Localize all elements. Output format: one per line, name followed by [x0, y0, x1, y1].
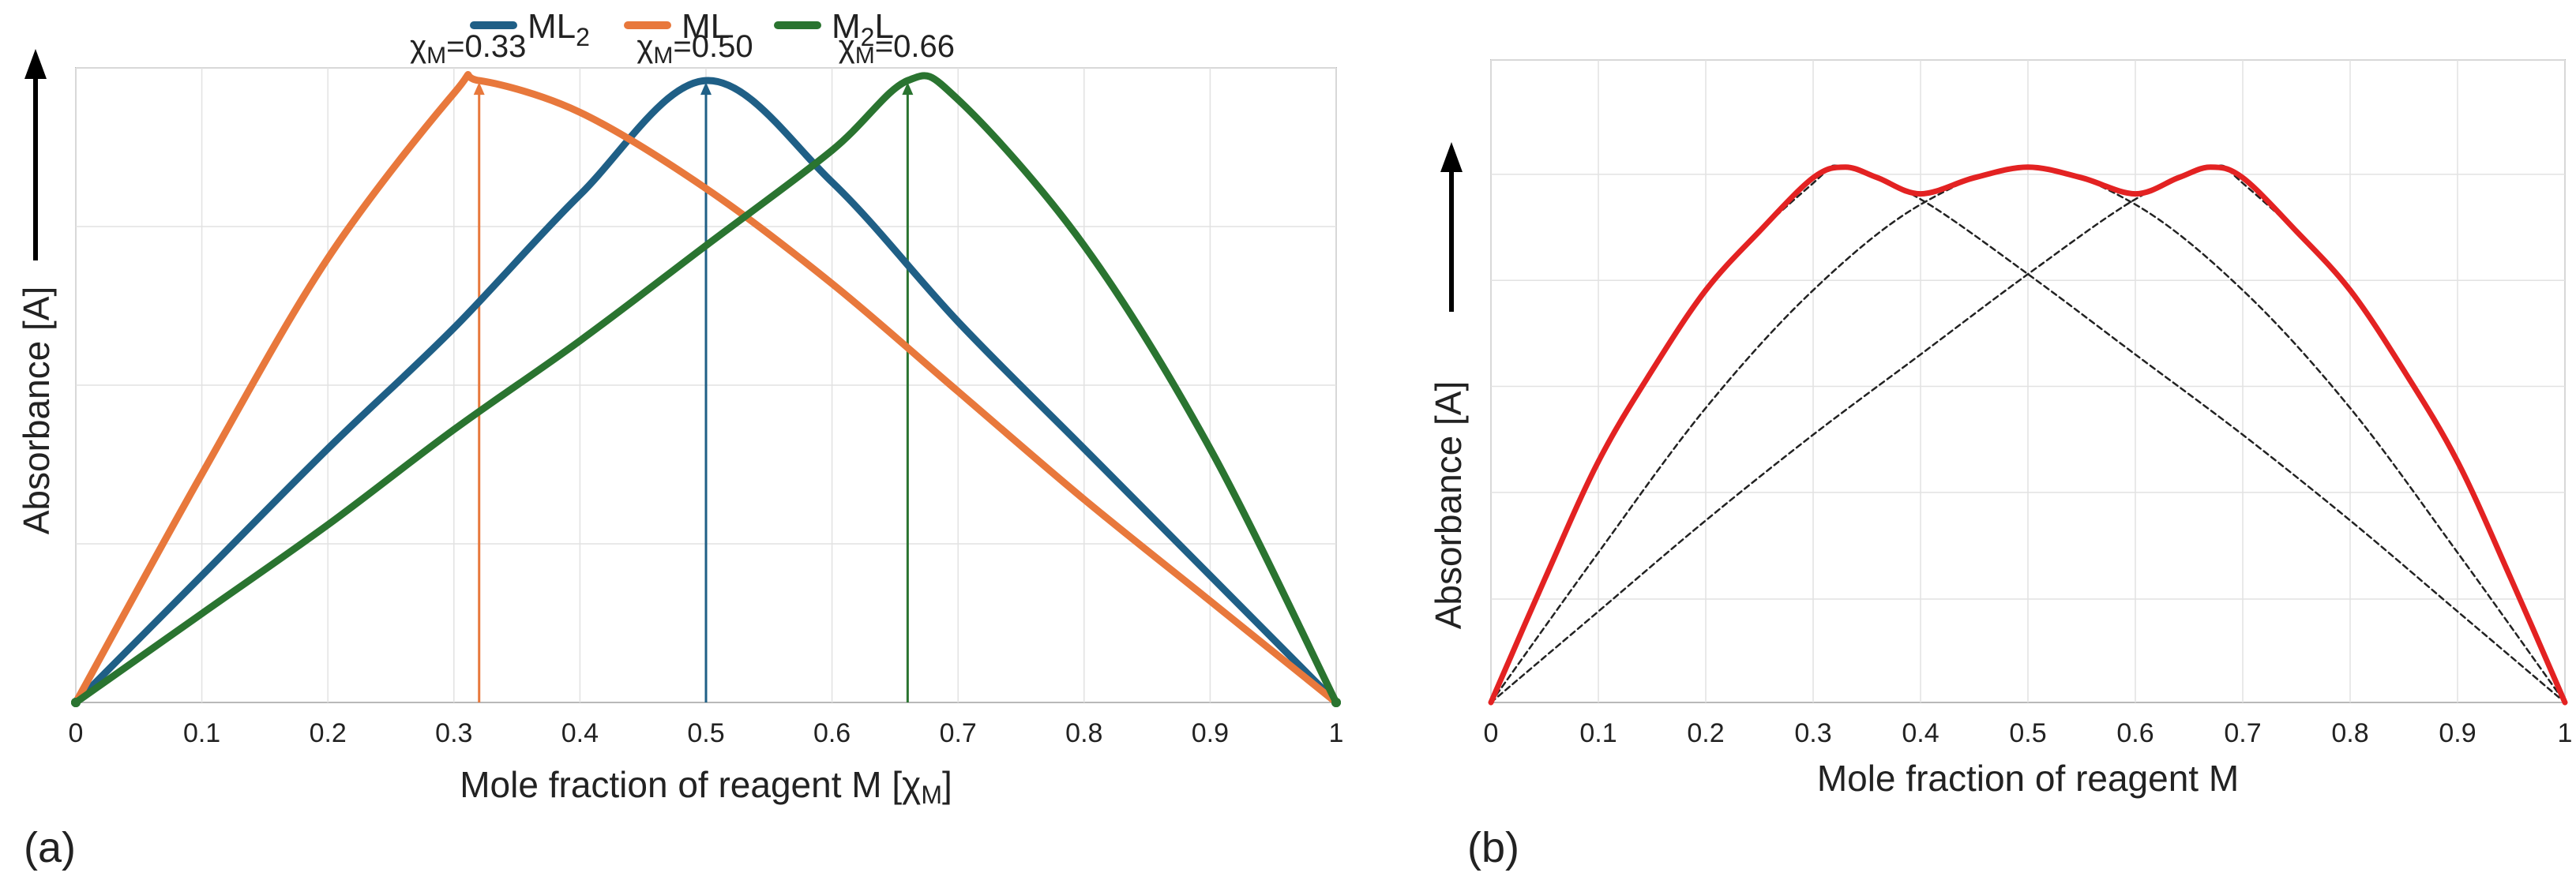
x-tick-label: 0.3 — [435, 718, 472, 748]
panel-b: 0 0.1 0.2 0.3 0.4 0.5 0.6 0.7 0.8 0.9 1 Mole fract… — [1428, 59, 2573, 871]
x-tick-label: 0.2 — [1687, 718, 1724, 748]
series-lines — [1488, 164, 2568, 706]
peak-marker-arrowhead — [473, 82, 485, 96]
x-tick-label: 0.2 — [310, 718, 347, 748]
x-tick-label: 0.7 — [940, 718, 977, 748]
panel-label-a: (a) — [24, 824, 76, 871]
peak-annotation: χM=0.66 — [839, 29, 955, 69]
x-tick-label: 0.9 — [2439, 718, 2476, 748]
x-axis-title: Mole fraction of reagent M — [1817, 758, 2239, 799]
x-tick-label: 0.4 — [561, 718, 599, 748]
legend: ML2 ML M2L — [470, 7, 894, 51]
x-tick-label: 0.8 — [2331, 718, 2368, 748]
legend-label-m2l: M2L — [832, 7, 894, 51]
peak-marker-arrowhead — [902, 82, 914, 96]
x-tick-label: 0.7 — [2224, 718, 2261, 748]
series-line-m2l — [72, 72, 1340, 706]
y-axis-arrow — [24, 49, 47, 260]
x-tick-label: 0 — [1484, 718, 1499, 748]
series-line-sum — [1488, 164, 2568, 706]
series-line-ml — [72, 71, 1340, 706]
x-tick-label: 0.3 — [1794, 718, 1831, 748]
peak-annotation: χM=0.33 — [410, 29, 526, 69]
peak-annotation: χM=0.50 — [636, 29, 753, 69]
x-tick-label: 1 — [2558, 718, 2573, 748]
series-line-ml2 — [72, 77, 1340, 706]
endpoint-dot — [71, 698, 81, 707]
panel-a: ML2 ML M2L 0 0.1 0.2 0.3 0.4 0.5 0.6 0.7 0.8 0.9 1 χ… — [16, 7, 1343, 871]
y-axis-title: Absorbance [A] — [16, 287, 57, 535]
x-tick-labels: 0 0.1 0.2 0.3 0.4 0.5 0.6 0.7 0.8 0.9 1 — [1484, 718, 2573, 748]
x-tick-label: 0.6 — [813, 718, 851, 748]
x-tick-label: 1 — [1329, 718, 1344, 748]
legend-label-ml: ML — [682, 7, 730, 46]
panel-label-b: (b) — [1467, 824, 1519, 871]
y-axis-arrow — [1440, 142, 1463, 312]
peak-marker-arrowhead — [700, 82, 712, 96]
x-tick-label: 0.5 — [2009, 718, 2046, 748]
endpoint-dot — [1331, 698, 1341, 707]
x-axis-title: Mole fraction of reagent M [χM] — [460, 764, 952, 809]
x-tick-label: 0.6 — [2116, 718, 2154, 748]
x-tick-label: 0.1 — [183, 718, 220, 748]
x-tick-label: 0.5 — [687, 718, 724, 748]
peak-annotations: χM=0.33 χM=0.50 χM=0.66 — [410, 29, 955, 69]
x-tick-label: 0.1 — [1579, 718, 1617, 748]
y-axis-title: Absorbance [A] — [1428, 381, 1469, 630]
x-tick-label: 0 — [69, 718, 84, 748]
series-lines — [71, 71, 1341, 707]
grid — [1490, 59, 2566, 702]
x-tick-labels: 0 0.1 0.2 0.3 0.4 0.5 0.6 0.7 0.8 0.9 1 — [69, 718, 1344, 748]
x-tick-label: 0.9 — [1192, 718, 1229, 748]
peak-markers — [473, 82, 914, 702]
x-tick-label: 0.8 — [1065, 718, 1102, 748]
legend-label-ml2: ML2 — [528, 7, 590, 51]
grid — [75, 67, 1337, 702]
x-tick-label: 0.4 — [1902, 718, 1939, 748]
